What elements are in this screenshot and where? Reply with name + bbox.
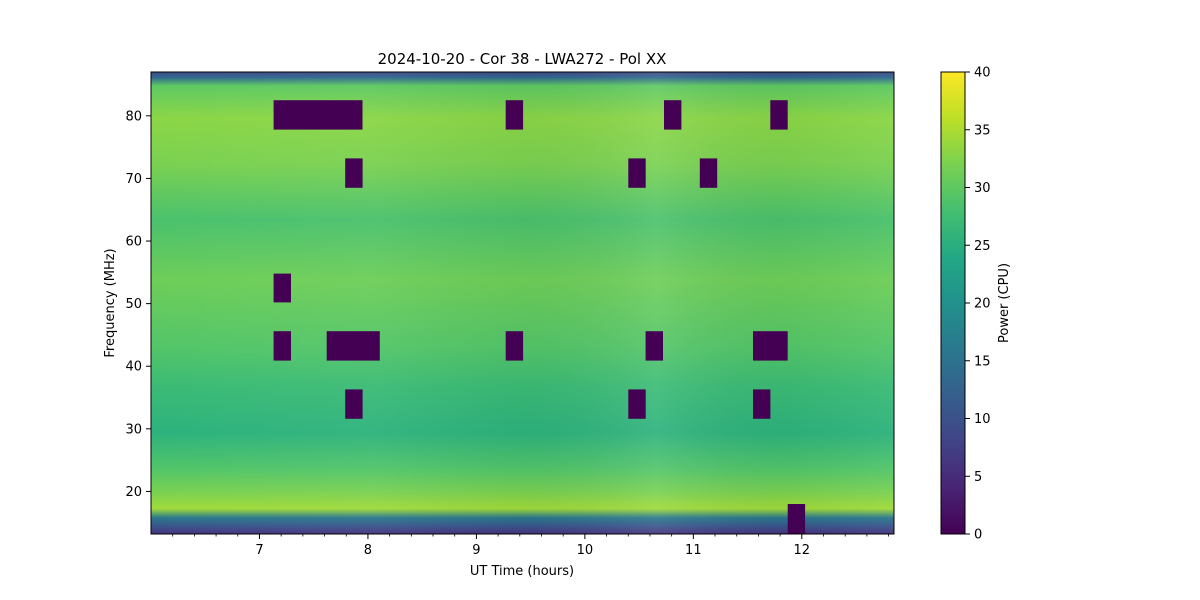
flagged-block xyxy=(628,158,646,188)
colorbar-tick-label: 25 xyxy=(974,239,991,254)
y-axis: 20 30 40 50 60 70 80 xyxy=(125,109,151,500)
y-tick-label: 20 xyxy=(125,485,142,500)
colorbar-tick-label: 15 xyxy=(974,354,991,369)
x-tick-label: 9 xyxy=(472,543,480,558)
flagged-block xyxy=(699,158,718,188)
colorbar-tick-label: 5 xyxy=(974,470,982,485)
flagged-block xyxy=(345,389,363,419)
y-tick-label: 30 xyxy=(125,422,142,437)
flagged-block xyxy=(770,100,788,130)
flagged-block xyxy=(753,331,788,361)
y-tick-label: 40 xyxy=(125,360,142,375)
x-axis: 7 8 9 10 11 12 xyxy=(172,534,889,558)
colorbar-tick-label: 30 xyxy=(974,181,991,196)
flagged-block xyxy=(273,331,291,361)
x-axis-label: UT Time (hours) xyxy=(470,564,574,579)
colorbar-tick-label: 0 xyxy=(974,528,982,543)
x-tick-label: 7 xyxy=(255,543,263,558)
colorbar-tick-label: 35 xyxy=(974,123,991,138)
y-tick-label: 80 xyxy=(125,109,142,124)
colorbar: 0 5 10 15 20 25 30 35 40 Power (CPU) xyxy=(940,66,1012,543)
colorbar-label: Power (CPU) xyxy=(997,263,1012,343)
plot-frame xyxy=(150,71,895,535)
colorbar-tick-label: 40 xyxy=(974,66,991,81)
colorbar-tick-label: 10 xyxy=(974,412,991,427)
flagged-block xyxy=(273,100,363,130)
y-tick-label: 60 xyxy=(125,235,142,250)
flagged-block xyxy=(326,331,380,361)
flagged-block xyxy=(505,100,524,130)
time-variation-overlay xyxy=(151,72,894,534)
plot-area xyxy=(150,71,895,535)
flagged-blocks xyxy=(273,100,806,534)
x-tick-label: 11 xyxy=(685,543,702,558)
colorbar-ticks: 0 5 10 15 20 25 30 35 40 xyxy=(965,66,991,543)
flagged-block xyxy=(664,100,682,130)
y-axis-label: Frequency (MHz) xyxy=(103,248,118,357)
colorbar-gradient xyxy=(940,71,966,535)
flagged-block xyxy=(345,158,363,188)
x-tick-label: 12 xyxy=(794,543,811,558)
x-tick-label: 10 xyxy=(577,543,594,558)
y-tick-label: 70 xyxy=(125,172,142,187)
flagged-block xyxy=(645,331,663,361)
x-tick-label: 8 xyxy=(364,543,372,558)
colorbar-tick-label: 20 xyxy=(974,297,991,312)
flagged-block xyxy=(753,389,771,419)
flagged-block xyxy=(628,389,646,419)
y-tick-label: 50 xyxy=(125,297,142,312)
chart-title: 2024-10-20 - Cor 38 - LWA272 - Pol XX xyxy=(378,50,667,68)
flagged-block xyxy=(273,273,291,303)
flagged-block xyxy=(505,331,524,361)
flagged-block xyxy=(787,504,806,534)
